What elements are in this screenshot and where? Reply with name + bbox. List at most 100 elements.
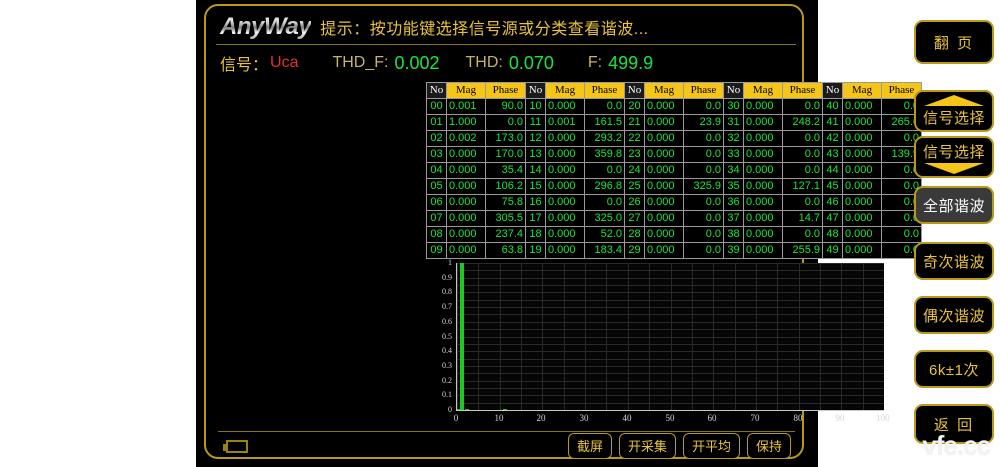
- grid-line-vertical: [457, 263, 458, 410]
- sidebar-button-label: 全部谐波: [922, 197, 985, 215]
- cell-no: 06: [426, 194, 447, 211]
- y-tick-label: 0: [448, 405, 452, 414]
- cell-mag: 0.000: [644, 226, 684, 243]
- x-tick-label: 0: [453, 413, 459, 423]
- grid-line-vertical: [777, 263, 778, 410]
- sidebar-button-4[interactable]: 全部谐波: [914, 186, 994, 224]
- info-row: 信号： Uca THD_F: 0.002 THD: 0.070 F: 499.9: [220, 50, 796, 76]
- y-tick-label: 0.2: [442, 376, 452, 385]
- y-tick-label: 0.9: [442, 273, 452, 282]
- grid-line-horizontal: [457, 403, 884, 404]
- sidebar-button-label: 6k±1次: [929, 361, 979, 379]
- battery-icon: [223, 439, 248, 453]
- col-header-mag-3: Mag: [743, 82, 783, 99]
- cell-mag: 0.001: [446, 98, 486, 115]
- cell-mag: 0.000: [743, 178, 783, 195]
- cell-mag: 0.000: [644, 162, 684, 179]
- sidebar-button-3[interactable]: 信号选择: [914, 136, 994, 178]
- bottom-button-2[interactable]: 开采集: [618, 433, 676, 459]
- cell-no: 11: [525, 114, 546, 131]
- cell-phase: 0.0: [683, 194, 724, 211]
- cell-mag: 0.000: [743, 98, 783, 115]
- grid-line-horizontal: [457, 329, 884, 330]
- cell-mag: 0.000: [743, 130, 783, 147]
- cell-mag: 1.000: [446, 114, 486, 131]
- col-header-no-3: No: [723, 82, 744, 99]
- grid-line-vertical: [649, 263, 650, 410]
- cell-mag: 0.000: [743, 162, 783, 179]
- grid-line-vertical: [521, 263, 522, 410]
- y-tick-label: 0.5: [442, 332, 452, 341]
- cell-phase: 0.0: [584, 162, 625, 179]
- screen-frame: AnyWay 提示：按功能键选择信号源或分类查看谐波... 信号： Uca TH…: [204, 4, 922, 460]
- sidebar-button-6[interactable]: 偶次谐波: [914, 296, 994, 334]
- bottom-button-4[interactable]: 保持: [746, 433, 791, 459]
- grid-line-horizontal: [457, 344, 884, 345]
- bottom-toolbar: 截屏 开采集 开平均 保持: [218, 431, 795, 460]
- cell-phase: 255.9: [782, 242, 823, 259]
- anyway-logo: AnyWay: [216, 13, 312, 41]
- x-tick-label: 10: [494, 413, 504, 423]
- grid-line-horizontal: [457, 359, 884, 360]
- cell-phase: 127.1: [782, 178, 823, 195]
- grid-line-horizontal: [457, 307, 884, 308]
- cell-mag: 0.000: [842, 210, 882, 227]
- grid-line-vertical: [542, 263, 543, 410]
- col-header-mag-2: Mag: [644, 82, 684, 99]
- cell-no: 19: [525, 242, 546, 259]
- thd-value: 0.070: [508, 52, 554, 73]
- cell-phase: 75.8: [485, 194, 526, 211]
- cell-mag: 0.000: [842, 146, 882, 163]
- table-row: 09 0.000 63.8 19 0.000 183.4 29 0.000 0.0 39 0.000…: [426, 242, 922, 259]
- cell-mag: 0.000: [446, 178, 486, 195]
- cell-no: 05: [426, 178, 447, 195]
- sidebar-button-label: 翻 页: [933, 34, 975, 52]
- grid-line-vertical: [500, 263, 501, 410]
- cell-phase: 359.8: [584, 146, 625, 163]
- cell-mag: 0.000: [842, 98, 882, 115]
- sidebar-button-5[interactable]: 奇次谐波: [914, 242, 994, 280]
- cell-phase: 325.9: [683, 178, 724, 195]
- bottom-button-1[interactable]: 截屏: [567, 433, 612, 459]
- cell-no: 18: [525, 226, 546, 243]
- cell-mag: 0.000: [644, 242, 684, 259]
- sidebar-button-7[interactable]: 6k±1次: [914, 350, 994, 388]
- cell-no: 03: [426, 146, 447, 163]
- sidebar-button-8[interactable]: 返 回: [914, 404, 994, 444]
- sidebar-button-label: 偶次谐波: [922, 307, 985, 325]
- cell-mag: 0.000: [545, 98, 585, 115]
- cell-phase: 35.4: [485, 162, 526, 179]
- cell-no: 21: [624, 114, 645, 131]
- grid-line-vertical: [841, 263, 842, 410]
- grid-line-horizontal: [457, 351, 884, 352]
- col-header-phase-2: Phase: [683, 82, 724, 99]
- grid-line-horizontal: [457, 270, 884, 271]
- cell-no: 40: [822, 98, 843, 115]
- cell-phase: 52.0: [584, 226, 625, 243]
- cell-no: 41: [822, 114, 843, 131]
- sidebar-button-1[interactable]: 翻 页: [914, 20, 994, 64]
- sidebar-button-2[interactable]: 信号选择: [914, 90, 994, 132]
- signal-value: Uca: [270, 54, 299, 71]
- cell-no: 33: [723, 146, 744, 163]
- chart-bar: [460, 263, 464, 410]
- cell-phase: 63.8: [485, 242, 526, 259]
- grid-line-horizontal: [457, 373, 884, 374]
- cell-phase: 305.5: [485, 210, 526, 227]
- grid-line-vertical: [671, 263, 672, 410]
- cell-no: 49: [822, 242, 843, 259]
- bottom-button-3[interactable]: 开平均: [682, 433, 740, 459]
- cell-mag: 0.000: [743, 146, 783, 163]
- x-tick-label: 50: [665, 413, 675, 423]
- cell-no: 25: [624, 178, 645, 195]
- cell-no: 08: [426, 226, 447, 243]
- cell-no: 28: [624, 226, 645, 243]
- cell-phase: 293.2: [584, 130, 625, 147]
- chart-bar: [465, 409, 469, 410]
- cell-mag: 0.000: [743, 210, 783, 227]
- cell-mag: 0.000: [644, 98, 684, 115]
- cell-no: 13: [525, 146, 546, 163]
- grid-line-horizontal: [457, 410, 884, 411]
- cell-mag: 0.000: [545, 162, 585, 179]
